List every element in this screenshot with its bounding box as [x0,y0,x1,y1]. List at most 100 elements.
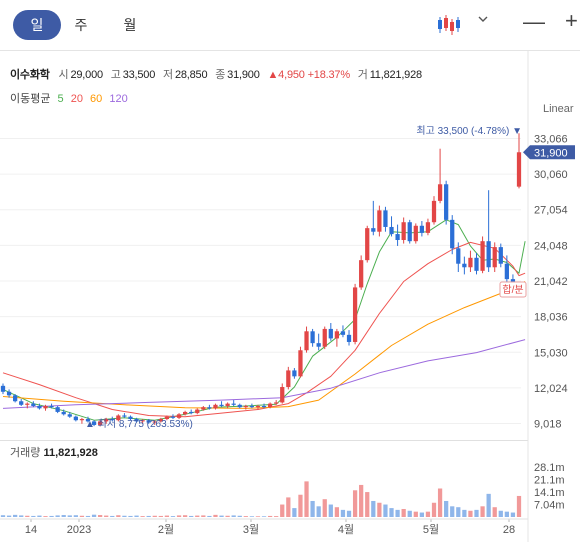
x-tick-label: 2월 [158,523,174,536]
volume-tick-label: 14.1m [534,487,565,499]
volume-bar [316,506,321,517]
candle-body [274,402,279,404]
low-label: 저 [163,69,173,81]
volume-bar [67,515,72,517]
ma-line-60 [2,281,526,409]
volume-bar [261,516,267,517]
ma-line-5 [2,219,526,421]
volume-bar [91,514,97,517]
volume-bar [510,512,516,517]
candle-body [140,420,145,422]
volume-bar [237,515,242,517]
current-price-tag [523,145,575,160]
candle-body [122,415,127,417]
volume-bar [468,510,473,517]
candle-body [352,287,358,342]
price-tick-label: 9,018 [534,419,562,431]
candle-body [425,222,431,233]
x-tick-label: 4월 [338,523,354,536]
candlestick-icon[interactable] [437,14,461,36]
chevron-down-icon[interactable] [478,14,488,24]
volume-tick-label: 28.1m [534,462,565,474]
volume-tick-label: 21.1m [534,474,565,486]
candle-body [516,152,522,187]
candle-body [98,421,103,425]
zoom-out-button[interactable]: — [523,9,545,34]
volume-bar [310,500,315,517]
quote-summary: 이수화학 시 29,000 고 33,500 저 28,850 종 31,900 ▲4,… [10,66,427,82]
candle-body [292,370,297,377]
scale-toggle[interactable]: Linear [543,103,574,115]
volume-title: 거래량 11,821,928 [10,444,98,460]
volume-bar [231,515,236,517]
ma-5[interactable]: 5 [57,93,64,105]
volume-title-value: 11,821,928 [43,447,98,459]
candle-body [377,210,382,232]
candle-body [444,184,449,220]
volume-bar [182,515,188,517]
candle-body [310,331,315,344]
ma-120[interactable]: 120 [109,93,128,105]
candle-body [474,257,479,271]
candle-body [231,403,236,405]
candle-body [73,416,78,421]
candle-body [359,260,364,288]
volume-bar [437,488,443,517]
volume-bar [359,484,364,517]
volume-divider [0,440,528,441]
volume-bar [352,490,358,517]
volume-bar [280,504,285,517]
price-tick-label: 12,024 [534,383,568,395]
price-tick-label: 24,048 [534,240,568,252]
candle-body [249,405,255,408]
tab-week[interactable]: 주 [74,17,88,33]
volume-bar [498,510,503,517]
candle-body [213,404,218,409]
x-tick-label: 14 [25,524,37,536]
candle-body [395,234,400,241]
volume-bar [419,512,424,517]
volume-tick-label: 7.04m [534,499,565,511]
candle-body [346,334,352,342]
volume-bar [158,515,163,517]
candle-body [328,328,333,339]
candle-body [207,407,212,409]
close-label: 종 [215,69,226,81]
ma-60[interactable]: 60 [90,93,103,105]
candle-body [104,419,109,422]
open-label: 시 [58,69,69,81]
volume-bar [322,499,327,517]
volume-bar [255,516,261,517]
volume-bar [213,514,218,517]
high-annotation: 최고 33,500 (-4.78%) ▼ [416,125,522,137]
low-annotation: ▲ 최저 8,775 (263.53%) [85,418,193,430]
candle-body [456,248,461,264]
tab-month[interactable]: 월 [123,17,137,33]
change-value: ▲4,950 [267,69,305,81]
volume-label: 거 [357,69,368,81]
volume-bar [49,515,54,517]
volume-bar [140,516,145,517]
volume-bar [389,508,394,517]
candle-body [134,419,139,422]
candle-body [237,404,242,408]
candle-body [55,407,60,412]
volume-bar [298,494,303,517]
zoom-in-button[interactable]: + [565,8,578,33]
volume-bar [365,492,370,517]
candle-body [176,414,182,418]
merge-tag-box [499,281,527,298]
candle-body [450,219,455,249]
tab-day[interactable]: 일 [13,10,61,40]
volume-bar [450,506,455,517]
volume-bar [207,515,212,517]
ma-20[interactable]: 20 [70,93,83,105]
candle-body [128,416,133,420]
volume-bar [267,515,273,517]
candle-body [6,391,12,396]
candle-body [340,331,346,335]
volume-bar [85,515,91,517]
candle-body [116,415,121,421]
volume-bar [98,515,103,517]
